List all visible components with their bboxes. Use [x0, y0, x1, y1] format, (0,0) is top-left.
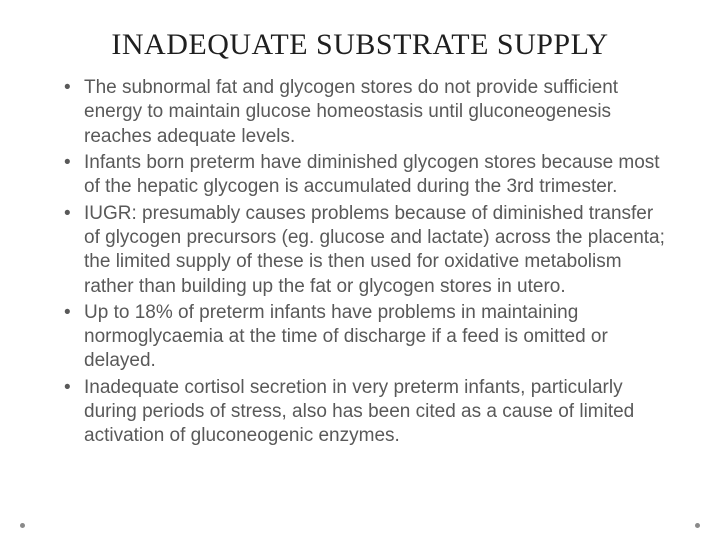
slide-container: INADEQUATE SUBSTRATE SUPPLY The subnorma…	[0, 0, 720, 540]
list-item: IUGR: presumably causes problems because…	[60, 202, 672, 299]
slide-title: INADEQUATE SUBSTRATE SUPPLY	[48, 28, 672, 62]
list-item: Infants born preterm have diminished gly…	[60, 151, 672, 200]
list-item: The subnormal fat and glycogen stores do…	[60, 76, 672, 149]
decorative-dot-bottom-right	[695, 523, 700, 528]
decorative-dot-bottom-left	[20, 523, 25, 528]
bullet-list: The subnormal fat and glycogen stores do…	[48, 76, 672, 449]
list-item: Up to 18% of preterm infants have proble…	[60, 301, 672, 374]
list-item: Inadequate cortisol secretion in very pr…	[60, 376, 672, 449]
